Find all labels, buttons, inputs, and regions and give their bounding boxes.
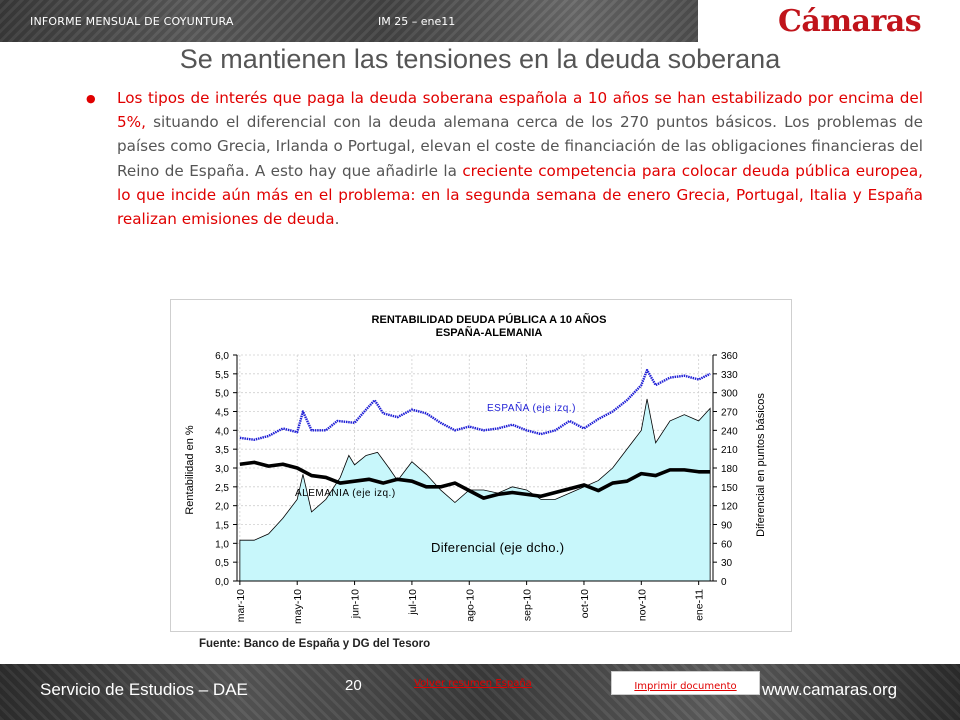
back-to-summary-link[interactable]: Volver resumen España	[414, 678, 532, 689]
series-alemania-line	[239, 460, 711, 500]
footer-department: Servicio de Estudios – DAE	[40, 680, 248, 699]
y-tick-label: 5,0	[215, 389, 229, 400]
paragraph-highlight-1: Los tipos de interés que paga la deuda s…	[117, 89, 923, 132]
x-tick-label: jul-10	[407, 589, 419, 616]
x-tick-label: mar-10	[235, 589, 247, 622]
website-url: www.camaras.org	[762, 680, 898, 699]
y-tick-label: 3,5	[215, 445, 229, 456]
logo-area: Cámaras	[698, 0, 960, 42]
y2-tick-label: 300	[721, 389, 738, 400]
x-tick-label: nov-10	[636, 589, 648, 621]
y-tick-label: 0,0	[215, 577, 229, 588]
y2-tick-label: 210	[721, 445, 738, 456]
slide-title: Se mantienen las tensiones en la deuda s…	[179, 44, 781, 74]
chart-subtitle: ESPAÑA-ALEMANIA	[436, 326, 543, 339]
bond-yield-chart: 0,0 0,5 1,0 1,5 2,0 2,5 3,0 3,5 4,0 4,5 5,0 5,5 6,0 0…	[170, 299, 792, 632]
x-tick-label: jun-10	[350, 589, 362, 619]
y2-tick-label: 0	[721, 577, 727, 588]
y-tick-label: 4,0	[215, 426, 229, 437]
y2-tick-label: 330	[721, 370, 738, 381]
report-name: INFORME MENSUAL DE COYUNTURA	[30, 15, 234, 28]
footer-bar	[0, 664, 960, 720]
y2-tick-label: 240	[721, 426, 738, 437]
annotation-diferencial: Diferencial (eje dcho.)	[431, 540, 564, 555]
print-document-button[interactable]: Imprimir documento	[611, 671, 760, 695]
y-tick-label: 1,5	[215, 521, 229, 532]
x-tick-label: ene-11	[694, 589, 706, 621]
y-tick-label: 1,0	[215, 539, 229, 550]
y2-axis-label: Diferencial en puntos básicos	[755, 393, 767, 537]
x-tick-label: sep-10	[522, 589, 534, 621]
y2-tick-label: 120	[721, 502, 738, 513]
y2-tick-label: 360	[721, 351, 738, 362]
chart-svg: 0,0 0,5 1,0 1,5 2,0 2,5 3,0 3,5 4,0 4,5 5,0 5,5 6,0 0…	[184, 313, 767, 624]
x-tick-label: oct-10	[579, 589, 591, 618]
annotation-espana: ESPAÑA (eje izq.)	[487, 401, 576, 414]
y2-tick-label: 150	[721, 483, 738, 494]
y-tick-label: 6,0	[215, 351, 229, 362]
y-axis-label: Rentabilidad en %	[184, 425, 196, 515]
chart-source: Fuente: Banco de España y DG del Tesoro	[199, 638, 431, 650]
y-tick-label: 4,5	[215, 408, 229, 419]
y2-tick-label: 180	[721, 464, 738, 475]
y-tick-label: 2,0	[215, 502, 229, 513]
x-tick-label: ago-10	[464, 589, 476, 622]
bullet-icon: ●	[86, 92, 96, 105]
chart-title: RENTABILIDAD DEUDA PÚBLICA A 10 AÑOS	[372, 313, 607, 326]
y-tick-label: 2,5	[215, 483, 229, 494]
y2-tick-label: 90	[721, 521, 733, 532]
y-tick-label: 3,0	[215, 464, 229, 475]
bullet-paragraph: Los tipos de interés que paga la deuda s…	[117, 86, 923, 231]
paragraph-text-2: .	[334, 210, 340, 229]
page-number: 20	[345, 677, 362, 694]
y2-tick-label: 60	[721, 539, 733, 550]
y-tick-label: 5,5	[215, 370, 229, 381]
annotation-alemania: ALEMANIA (eje izq.)	[295, 488, 396, 499]
paragraph-text-1: situando el diferencial con la deuda ale…	[117, 113, 923, 180]
print-document-label: Imprimir documento	[634, 681, 737, 692]
report-issue: IM 25 – ene11	[378, 15, 456, 28]
y-tick-label: 0,5	[215, 558, 229, 569]
x-tick-label: may-10	[292, 589, 304, 624]
y2-tick-label: 30	[721, 558, 733, 569]
y2-tick-label: 270	[721, 408, 738, 419]
paragraph-highlight-2: creciente competencia para colocar deuda…	[117, 161, 923, 229]
camaras-logo: Cámaras	[778, 4, 922, 39]
series-espana-line	[239, 368, 711, 441]
